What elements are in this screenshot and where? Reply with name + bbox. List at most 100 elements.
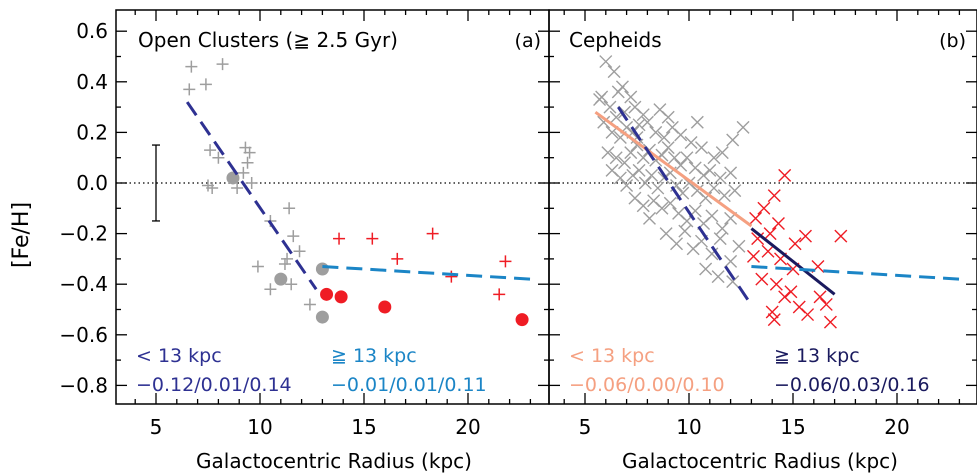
data-point	[597, 115, 611, 129]
data-point	[593, 93, 607, 107]
data-point	[819, 297, 833, 311]
data-point	[663, 196, 677, 210]
data-point	[607, 65, 621, 79]
fit-line	[750, 227, 836, 296]
series-x-gray	[593, 55, 750, 289]
data-point	[601, 146, 615, 160]
data-point	[801, 308, 815, 322]
data-point	[724, 254, 738, 268]
annotation-inner-range: < 13 kpc	[569, 345, 655, 367]
fit-line	[594, 110, 753, 228]
y-tick-label: 0.4	[76, 70, 108, 94]
plot-frame	[548, 9, 977, 405]
data-point	[667, 151, 681, 165]
x-tick-label: 15	[351, 415, 376, 439]
data-point	[333, 232, 346, 245]
data-point	[609, 151, 623, 165]
data-point	[216, 58, 229, 71]
data-point	[649, 125, 663, 139]
data-point	[241, 156, 254, 169]
data-point	[715, 146, 729, 160]
x-tick-label: 5	[150, 415, 163, 439]
data-point	[264, 283, 277, 296]
series-circle-red	[320, 287, 529, 327]
data-point	[715, 222, 729, 236]
y-tick-label: −0.6	[59, 323, 108, 347]
data-point	[185, 60, 198, 73]
data-point	[763, 227, 777, 241]
data-point	[603, 100, 617, 114]
data-point	[778, 290, 792, 304]
data-point	[769, 277, 783, 291]
data-point	[315, 262, 329, 276]
data-point	[684, 136, 698, 150]
data-point	[657, 130, 671, 144]
data-point	[813, 290, 827, 304]
data-point	[206, 182, 219, 195]
data-point	[713, 232, 727, 246]
data-point	[834, 229, 848, 243]
x-axis-label: Galactocentric Radius (kpc)	[196, 449, 472, 473]
data-point	[726, 133, 740, 147]
data-point	[724, 166, 738, 180]
y-tick-label: −0.2	[59, 222, 108, 246]
data-point	[366, 232, 379, 245]
data-point	[274, 272, 288, 286]
panel-title: Cepheids	[569, 28, 662, 52]
data-point	[283, 202, 296, 215]
data-point	[726, 275, 740, 289]
data-point	[659, 227, 673, 241]
data-point	[287, 230, 300, 243]
error-bar	[152, 144, 160, 222]
series-x-red	[746, 168, 848, 329]
data-point	[694, 141, 708, 155]
data-point	[655, 201, 669, 215]
annotation-outer-fit: −0.06/0.03/0.16	[774, 374, 930, 396]
data-point	[632, 118, 646, 132]
fit-line	[185, 101, 318, 291]
data-point	[746, 249, 760, 263]
data-point	[638, 176, 652, 190]
data-point	[751, 232, 765, 246]
data-point	[674, 128, 688, 142]
fit-line	[322, 264, 531, 281]
data-point	[632, 163, 646, 177]
data-point	[661, 110, 675, 124]
annotation-outer-range: ≧ 13 kpc	[774, 345, 860, 367]
data-point	[690, 115, 704, 129]
data-point	[713, 171, 727, 185]
data-point	[707, 181, 721, 195]
data-point	[515, 313, 529, 327]
data-point	[636, 151, 650, 165]
data-point	[680, 151, 694, 165]
data-point	[707, 151, 721, 165]
data-point	[705, 209, 719, 223]
data-point	[320, 287, 334, 301]
panel-label: (b)	[939, 30, 966, 52]
data-point	[697, 168, 711, 182]
data-point	[245, 177, 258, 189]
data-point	[204, 144, 217, 157]
y-axis-label: [Fe/H]	[9, 202, 34, 268]
data-point	[823, 315, 837, 329]
data-point	[626, 168, 640, 182]
y-tick-label: 0.2	[76, 120, 108, 144]
fit-line	[751, 264, 960, 281]
data-point	[645, 168, 659, 182]
panel-open-clusters: 5 10 15 20 −0.8 −0.6 −0.4 −0.2 0.0 0.2 0.4 0.6 Open…	[59, 9, 550, 473]
annotation-inner-fit: −0.12/0.01/0.14	[136, 374, 292, 396]
data-point	[771, 216, 785, 230]
data-point	[243, 146, 256, 159]
data-point	[699, 262, 713, 276]
data-point	[618, 156, 632, 170]
data-point	[426, 227, 439, 240]
data-point	[717, 189, 731, 203]
data-point	[711, 270, 725, 284]
data-point	[278, 257, 291, 270]
x-axis-label: Galactocentric Radius (kpc)	[622, 449, 898, 473]
annotation-outer-fit: −0.01/0.01/0.11	[331, 374, 487, 396]
y-tick-label: 0.0	[76, 171, 108, 195]
data-point	[788, 237, 802, 251]
data-point	[657, 171, 671, 185]
data-point	[703, 163, 717, 177]
